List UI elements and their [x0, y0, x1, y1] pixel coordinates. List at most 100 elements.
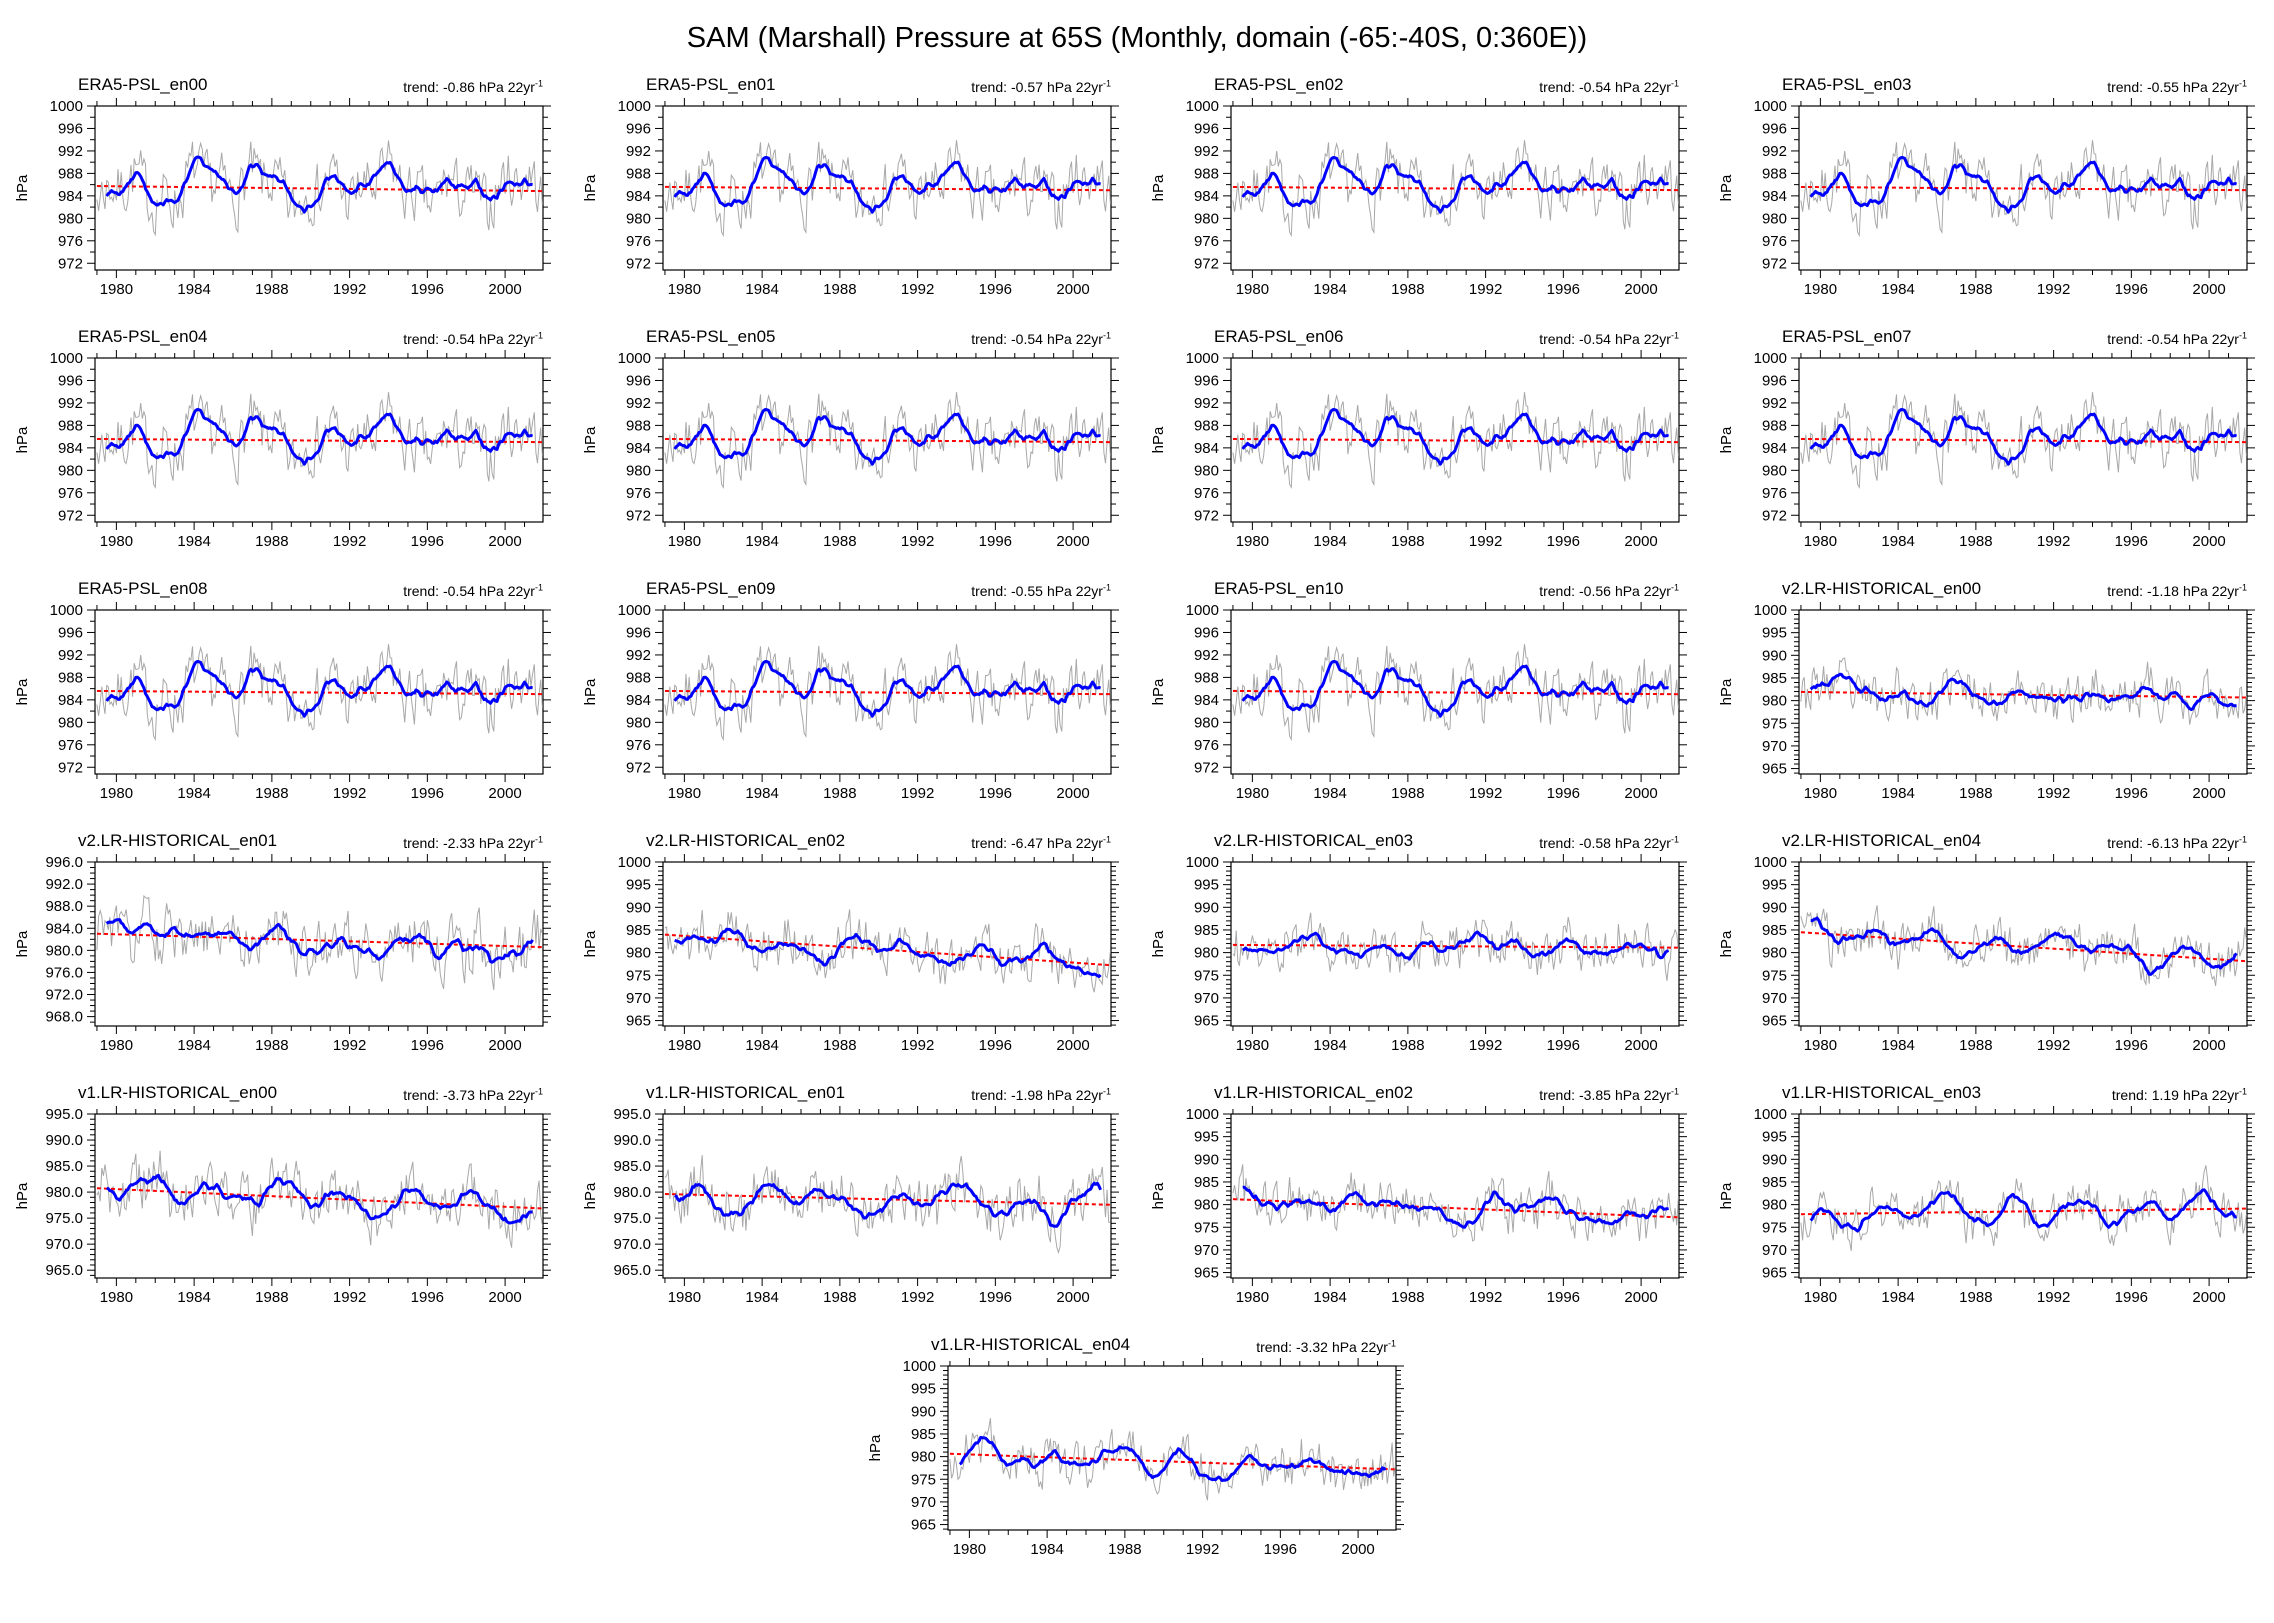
trend-value: -0.56 [1579, 583, 1611, 599]
x-tick-label: 1980 [668, 533, 701, 550]
trend-unit: hPa 22yr [1614, 1087, 1671, 1103]
trend-value: -0.58 [1579, 835, 1611, 851]
trend-exponent: -1 [534, 1086, 543, 1097]
x-tick-label: 1988 [255, 785, 288, 802]
y-tick-label: 984 [1194, 440, 1219, 457]
x-tick-label: 1984 [177, 281, 210, 298]
x-tick-label: 1984 [177, 1289, 210, 1306]
plot-v2-lr-historical-en04: 1980 1984 1988 1992 1996 2000 1000 995 990 985 980… [1718, 854, 2255, 1054]
axis-ticks [87, 1106, 551, 1286]
trend-unit: hPa 22yr [1614, 331, 1671, 347]
y-axis-title: hPa [1718, 1182, 1735, 1209]
y-tick-label: 996 [1194, 372, 1219, 389]
x-tick-label: 1996 [979, 785, 1012, 802]
plot-frame [94, 861, 544, 1027]
trend-prefix: trend: [1539, 1087, 1576, 1103]
monthly-series-line [1232, 140, 1679, 238]
x-tick-label: 2000 [1624, 1289, 1657, 1306]
y-tick-label: 980 [1762, 210, 1787, 227]
trend-line [1800, 437, 2247, 444]
y-tick-label: 975 [1762, 1219, 1787, 1236]
panel-header: ERA5-PSL_en05 trend: -0.54 hPa 22yr-1 [568, 319, 1136, 349]
panel-trend-label: trend: -0.54 hPa 22yr-1 [1539, 331, 1679, 347]
y-tick-label: 990 [1194, 899, 1219, 916]
panel-title: v1.LR-HISTORICAL_en02 [1214, 1083, 1414, 1102]
x-tick-label: 2000 [1624, 281, 1657, 298]
y-tick-label: 988 [58, 417, 83, 434]
x-tick-label: 1992 [1469, 785, 1502, 802]
x-tick-label: 2000 [488, 785, 521, 802]
axis-ticks [1223, 602, 1687, 782]
y-tick-label: 992.0 [45, 876, 83, 893]
panel-v2-lr-historical-en03: v2.LR-HISTORICAL_en03 trend: -0.58 hPa 22yr… [1136, 823, 1704, 1075]
y-tick-label: 988 [626, 669, 651, 686]
plot-frame [94, 609, 544, 775]
trend-prefix: trend: [1539, 583, 1576, 599]
x-tick-label: 1988 [1391, 785, 1424, 802]
trend-line [1232, 1198, 1679, 1219]
trend-exponent: -1 [2238, 1086, 2247, 1097]
panel-trend-label: trend: -0.86 hPa 22yr-1 [403, 79, 543, 95]
panel-era5-psl-en01: ERA5-PSL_en01 trend: -0.57 hPa 22yr-1 1980 19… [568, 67, 1136, 319]
panel-era5-psl-en05: ERA5-PSL_en05 trend: -0.54 hPa 22yr-1 1980 19… [568, 319, 1136, 571]
axis-ticks [655, 854, 1119, 1034]
plot-era5-psl-en04: 1980 1984 1988 1992 1996 2000 1000 996 992 988 984… [14, 350, 551, 550]
y-tick-label: 992 [1194, 647, 1219, 664]
y-axis-title: hPa [14, 426, 31, 453]
plot-frame [94, 105, 544, 271]
x-tick-label: 1996 [2115, 281, 2148, 298]
panel-title: v2.LR-HISTORICAL_en03 [1214, 831, 1414, 850]
plot-frame [1798, 861, 2248, 1027]
x-tick-label: 1988 [823, 1289, 856, 1306]
panel-header: ERA5-PSL_en02 trend: -0.54 hPa 22yr-1 [1136, 67, 1704, 97]
x-tick-label: 1992 [2037, 533, 2070, 550]
y-tick-label: 970.0 [45, 1236, 83, 1253]
smoothed-series-line [105, 408, 533, 466]
trend-value: -0.54 [1579, 331, 1611, 347]
axis-ticks [655, 98, 1119, 278]
panel-v1-lr-historical-en03: v1.LR-HISTORICAL_en03 trend: 1.19 hPa 22yr-… [1704, 1075, 2272, 1327]
y-tick-label: 976 [1762, 485, 1787, 502]
x-tick-label: 1992 [333, 785, 366, 802]
y-tick-label: 996 [1762, 120, 1787, 137]
y-tick-label: 965 [1762, 761, 1787, 778]
panel-trend-label: trend: -6.47 hPa 22yr-1 [971, 835, 1111, 851]
monthly-series-line [1800, 392, 2247, 490]
trend-prefix: trend: [1256, 1339, 1293, 1355]
trend-unit: hPa 22yr [478, 1087, 535, 1103]
x-tick-label: 1980 [1236, 1289, 1269, 1306]
y-tick-label: 988.0 [45, 898, 83, 915]
y-tick-label: 995 [911, 1381, 936, 1398]
y-tick-label: 995 [1762, 1129, 1787, 1146]
x-tick-label: 1980 [1804, 533, 1837, 550]
x-tick-label: 1992 [1469, 533, 1502, 550]
plot-era5-psl-en01: 1980 1984 1988 1992 1996 2000 1000 996 992 988 984… [582, 98, 1119, 298]
y-tick-label: 965 [1194, 1265, 1219, 1282]
x-tick-label: 1996 [979, 281, 1012, 298]
x-tick-label: 1992 [1469, 1037, 1502, 1054]
smoothed-series-line [674, 1181, 1102, 1228]
y-tick-label: 995 [1762, 877, 1787, 894]
y-axis-title: hPa [1718, 426, 1735, 453]
y-tick-label: 976 [1194, 737, 1219, 754]
trend-unit: hPa 22yr [478, 331, 535, 347]
trend-prefix: trend: [2107, 835, 2144, 851]
panel-trend-label: trend: -1.18 hPa 22yr-1 [2107, 583, 2247, 599]
panel-grid: ERA5-PSL_en00 trend: -0.86 hPa 22yr-1 1980 19… [0, 67, 2274, 1327]
plot-frame [94, 1113, 544, 1279]
y-tick-label: 996 [626, 120, 651, 137]
y-tick-label: 996 [1194, 624, 1219, 641]
trend-exponent: -1 [2238, 582, 2247, 593]
x-tick-label: 1988 [823, 281, 856, 298]
x-tick-label: 1988 [1959, 1289, 1992, 1306]
y-tick-label: 972 [1762, 507, 1787, 524]
plot-frame [1798, 357, 2248, 523]
y-tick-label: 972 [626, 507, 651, 524]
smoothed-series-line [1809, 1188, 2237, 1233]
panel-trend-label: trend: -3.85 hPa 22yr-1 [1539, 1087, 1679, 1103]
x-tick-label: 1980 [1236, 281, 1269, 298]
axis-ticks [655, 1106, 1119, 1286]
axis-ticks [87, 854, 551, 1034]
panel-trend-label: trend: -0.58 hPa 22yr-1 [1539, 835, 1679, 851]
trend-line [664, 933, 1111, 967]
